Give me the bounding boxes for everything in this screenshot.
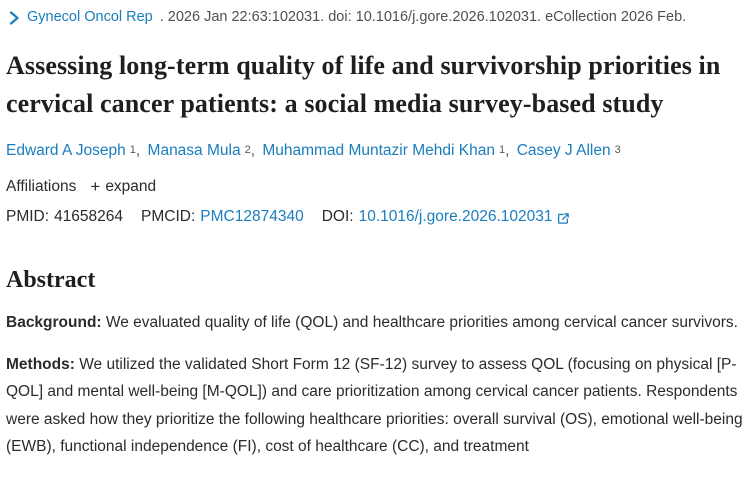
pmid-group: PMID: 41658264 <box>6 206 123 228</box>
affiliations-row: Affiliations + expand <box>6 177 744 197</box>
author-link[interactable]: Muhammad Muntazir Mehdi Khan <box>262 142 495 159</box>
citation-details: . 2026 Jan 22:63:102031. doi: 10.1016/j.… <box>159 9 687 25</box>
affiliations-expand-button[interactable]: + expand <box>90 177 156 197</box>
expand-label: expand <box>105 178 157 195</box>
abstract-heading: Abstract <box>6 267 96 293</box>
author-separator: , <box>250 142 256 159</box>
pmcid-label: PMCID: <box>141 208 196 225</box>
author-separator: , <box>135 142 141 159</box>
abstract-paragraph-background: Background: We evaluated quality of life… <box>6 309 744 337</box>
affiliation-superscript[interactable]: 2 <box>244 144 251 156</box>
affiliation-superscript[interactable]: 3 <box>614 144 621 156</box>
journal-button[interactable]: Gynecol Oncol Rep <box>8 7 153 27</box>
affiliation-superscript[interactable]: 1 <box>129 144 136 156</box>
article-title: Assessing long-term quality of life and … <box>6 51 721 118</box>
background-text: We evaluated quality of life (QOL) and h… <box>105 314 738 331</box>
author-link[interactable]: Manasa Mula <box>147 142 241 159</box>
journal-name-link[interactable]: Gynecol Oncol Rep <box>27 9 153 25</box>
doi-value: 10.1016/j.gore.2026.102031 <box>358 208 553 225</box>
background-label: Background: <box>6 314 102 331</box>
author-link[interactable]: Casey J Allen <box>516 142 611 159</box>
author-separator: , <box>505 142 510 159</box>
pmcid-group: PMCID: PMC12874340 <box>141 206 304 228</box>
author-item: Edward A Joseph 1, <box>6 142 148 159</box>
pmid-value: 41658264 <box>54 208 124 225</box>
author-link[interactable]: Edward A Joseph <box>6 142 126 159</box>
doi-group: DOI: 10.1016/j.gore.2026.102031 <box>322 206 570 228</box>
author-item: Casey J Allen 3 <box>517 142 621 159</box>
author-item: Muhammad Muntazir Mehdi Khan 1, <box>262 142 516 159</box>
pmcid-link[interactable]: PMC12874340 <box>200 208 304 225</box>
abstract-paragraph-methods: Methods: We utilized the validated Short… <box>6 351 744 461</box>
external-link-icon <box>557 212 570 225</box>
methods-text: We utilized the validated Short Form 12 … <box>6 355 743 456</box>
journal-citation-line: Gynecol Oncol Rep . 2026 Jan 22:63:10203… <box>6 7 744 27</box>
pmid-label: PMID: <box>6 208 50 225</box>
identifiers-row: PMID: 41658264 PMCID: PMC12874340 DOI: 1… <box>6 206 744 228</box>
doi-label: DOI: <box>321 208 354 225</box>
authors-list: Edward A Joseph 1, Manasa Mula 2, Muhammad… <box>6 140 744 162</box>
doi-link[interactable]: 10.1016/j.gore.2026.102031 <box>359 206 570 228</box>
author-item: Manasa Mula 2, <box>148 142 263 159</box>
methods-label: Methods: <box>6 355 75 373</box>
affiliation-superscript[interactable]: 1 <box>498 144 506 156</box>
affiliations-label: Affiliations <box>6 178 77 195</box>
chevron-right-icon <box>8 10 20 25</box>
plus-icon: + <box>90 177 101 196</box>
